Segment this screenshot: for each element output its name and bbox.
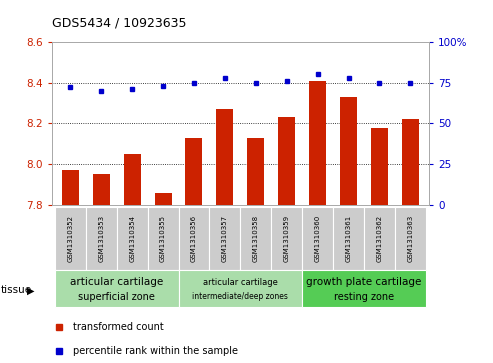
Text: GSM1310360: GSM1310360 <box>315 215 320 262</box>
Bar <box>247 138 264 205</box>
Text: transformed count: transformed count <box>72 322 163 332</box>
Bar <box>210 207 241 270</box>
Text: articular cartilage: articular cartilage <box>70 277 163 287</box>
Text: GSM1310353: GSM1310353 <box>98 215 104 262</box>
Bar <box>395 207 426 270</box>
Bar <box>402 119 419 205</box>
Bar <box>278 117 295 205</box>
Bar <box>154 193 172 205</box>
Text: GSM1310363: GSM1310363 <box>407 215 413 262</box>
Bar <box>302 270 426 307</box>
Text: GSM1310354: GSM1310354 <box>129 215 135 262</box>
Text: GSM1310362: GSM1310362 <box>377 215 383 262</box>
Text: GSM1310359: GSM1310359 <box>283 215 290 262</box>
Text: growth plate cartilage: growth plate cartilage <box>306 277 422 287</box>
Bar <box>309 81 326 205</box>
Bar <box>185 138 203 205</box>
Text: percentile rank within the sample: percentile rank within the sample <box>72 346 238 356</box>
Text: intermediate/deep zones: intermediate/deep zones <box>192 292 288 301</box>
Bar <box>371 127 388 205</box>
Text: GSM1310356: GSM1310356 <box>191 215 197 262</box>
Bar <box>178 207 210 270</box>
Text: superficial zone: superficial zone <box>78 291 155 302</box>
Bar <box>333 207 364 270</box>
Text: tissue: tissue <box>1 285 32 295</box>
Bar <box>302 207 333 270</box>
Bar <box>55 207 86 270</box>
Text: articular cartilage: articular cartilage <box>203 278 278 286</box>
Text: GSM1310352: GSM1310352 <box>68 215 73 262</box>
Text: GDS5434 / 10923635: GDS5434 / 10923635 <box>52 16 186 29</box>
Text: GSM1310357: GSM1310357 <box>222 215 228 262</box>
Bar <box>241 207 271 270</box>
Text: ▶: ▶ <box>27 285 34 295</box>
Bar <box>340 97 357 205</box>
Bar <box>62 170 79 205</box>
Bar <box>124 154 141 205</box>
Bar <box>147 207 178 270</box>
Bar <box>271 207 302 270</box>
Text: resting zone: resting zone <box>334 291 394 302</box>
Bar <box>55 270 178 307</box>
Bar <box>364 207 395 270</box>
Text: GSM1310361: GSM1310361 <box>346 215 352 262</box>
Bar <box>86 207 117 270</box>
Bar <box>178 270 302 307</box>
Bar <box>216 109 233 205</box>
Bar <box>117 207 147 270</box>
Text: GSM1310355: GSM1310355 <box>160 215 166 262</box>
Bar <box>93 175 110 205</box>
Text: GSM1310358: GSM1310358 <box>253 215 259 262</box>
